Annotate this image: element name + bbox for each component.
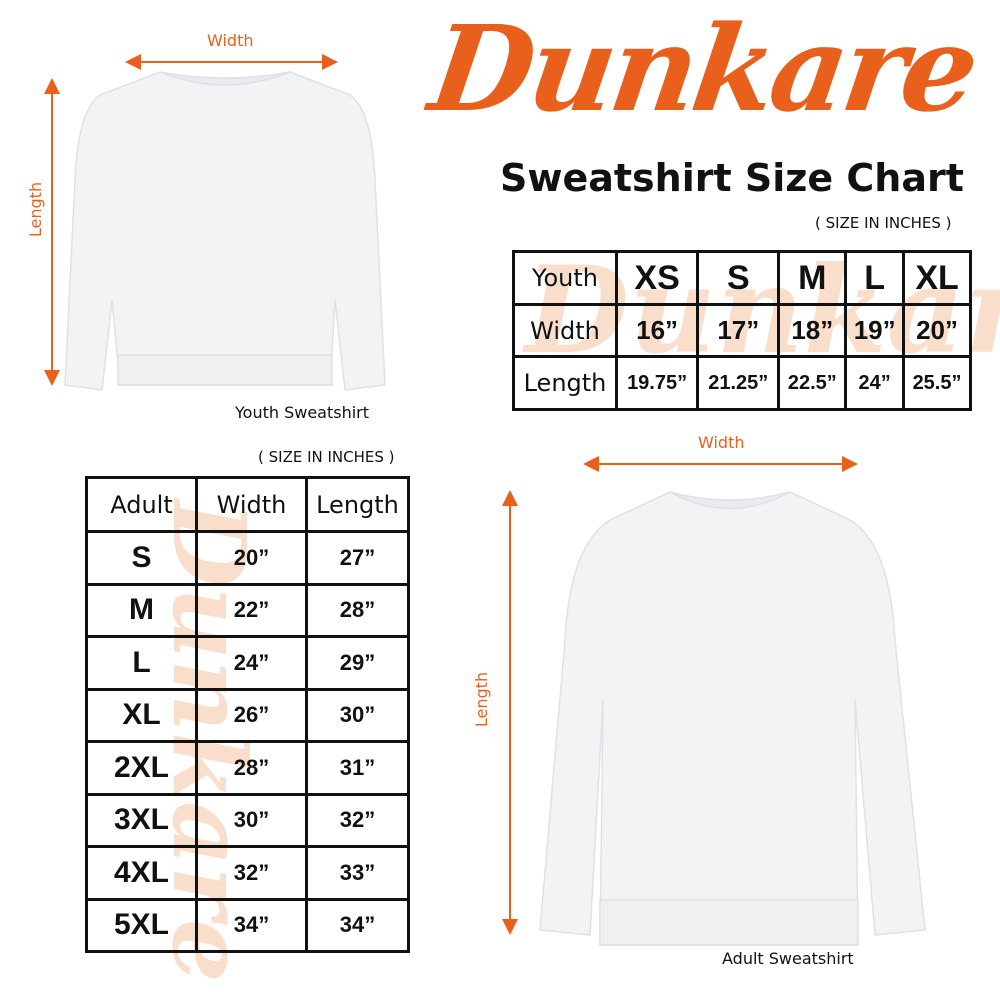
header-cell: Width bbox=[195, 476, 308, 533]
table-cell: 21.25” bbox=[696, 355, 781, 411]
table-cell: 34” bbox=[195, 897, 308, 953]
size-label: 5XL bbox=[85, 897, 198, 953]
table-cell: 34” bbox=[305, 897, 410, 953]
table-cell: 20” bbox=[902, 303, 972, 358]
table-cell: 19.75” bbox=[614, 355, 700, 411]
table-cell: 16” bbox=[614, 303, 700, 358]
adult-units-note: ( SIZE IN INCHES ) bbox=[258, 448, 395, 466]
table-header-row: Adult Width Length bbox=[85, 476, 410, 533]
header-cell: L bbox=[844, 250, 906, 306]
youth-width-label: Width bbox=[207, 31, 254, 50]
adult-length-label: Length bbox=[472, 671, 492, 728]
table-cell: 18” bbox=[777, 303, 848, 358]
table-cell: 22.5” bbox=[777, 355, 848, 411]
table-cell: 17” bbox=[696, 303, 781, 358]
table-row: L 24” 29” bbox=[85, 635, 410, 691]
size-label: M bbox=[85, 582, 198, 638]
table-header-row: Youth XS S M L XL bbox=[512, 250, 972, 306]
size-label: L bbox=[85, 635, 198, 691]
header-cell: Length bbox=[305, 476, 410, 533]
table-cell: 25.5” bbox=[902, 355, 972, 411]
adult-width-label: Width bbox=[698, 433, 745, 452]
table-cell: 19” bbox=[844, 303, 906, 358]
youth-size-table: Youth XS S M L XL Width 16” 17” 18” 19” … bbox=[512, 250, 972, 411]
youth-caption: Youth Sweatshirt bbox=[235, 403, 370, 422]
table-row: 3XL 30” 32” bbox=[85, 792, 410, 848]
row-label: Width bbox=[512, 303, 618, 358]
header-cell: XS bbox=[614, 250, 700, 306]
header-cell: Adult bbox=[85, 476, 198, 533]
header-cell: Youth bbox=[512, 250, 618, 306]
table-cell: 20” bbox=[195, 530, 308, 586]
table-cell: 26” bbox=[195, 687, 308, 743]
table-row: 2XL 28” 31” bbox=[85, 740, 410, 796]
header-cell: M bbox=[777, 250, 848, 306]
table-cell: 28” bbox=[305, 582, 410, 638]
youth-sweatshirt-image bbox=[64, 71, 386, 391]
page-title: Sweatshirt Size Chart bbox=[500, 156, 964, 200]
youth-length-label: Length bbox=[26, 181, 46, 238]
table-cell: 30” bbox=[305, 687, 410, 743]
size-label: XL bbox=[85, 687, 198, 743]
youth-units-note: ( SIZE IN INCHES ) bbox=[815, 214, 952, 232]
table-cell: 24” bbox=[844, 355, 906, 411]
size-label: 4XL bbox=[85, 845, 198, 901]
size-label: 3XL bbox=[85, 792, 198, 848]
table-row: 4XL 32” 33” bbox=[85, 845, 410, 901]
brand-logo: Dunkare bbox=[422, 0, 984, 138]
table-cell: 29” bbox=[305, 635, 410, 691]
table-row: M 22” 28” bbox=[85, 582, 410, 638]
size-label: S bbox=[85, 530, 198, 586]
size-label: 2XL bbox=[85, 740, 198, 796]
table-cell: 32” bbox=[305, 792, 410, 848]
table-cell: 27” bbox=[305, 530, 410, 586]
table-cell: 24” bbox=[195, 635, 308, 691]
table-cell: 32” bbox=[195, 845, 308, 901]
table-row: Length 19.75” 21.25” 22.5” 24” 25.5” bbox=[512, 355, 972, 411]
table-row: XL 26” 30” bbox=[85, 687, 410, 743]
header-cell: S bbox=[696, 250, 781, 306]
adult-size-table: Adult Width Length S 20” 27” M 22” 28” L 24” 29”… bbox=[85, 476, 410, 953]
table-cell: 28” bbox=[195, 740, 308, 796]
table-row: Width 16” 17” 18” 19” 20” bbox=[512, 303, 972, 358]
row-label: Length bbox=[512, 355, 618, 411]
table-row: S 20” 27” bbox=[85, 530, 410, 586]
table-cell: 31” bbox=[305, 740, 410, 796]
adult-caption: Adult Sweatshirt bbox=[722, 949, 854, 968]
table-row: 5XL 34” 34” bbox=[85, 897, 410, 953]
header-cell: XL bbox=[902, 250, 972, 306]
adult-sweatshirt-image bbox=[539, 491, 926, 946]
table-cell: 33” bbox=[305, 845, 410, 901]
table-cell: 30” bbox=[195, 792, 308, 848]
table-cell: 22” bbox=[195, 582, 308, 638]
